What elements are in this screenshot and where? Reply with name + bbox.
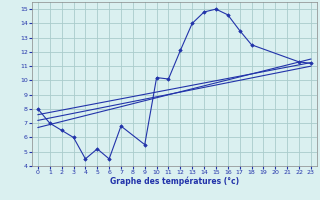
X-axis label: Graphe des températures (°c): Graphe des températures (°c) <box>110 177 239 186</box>
